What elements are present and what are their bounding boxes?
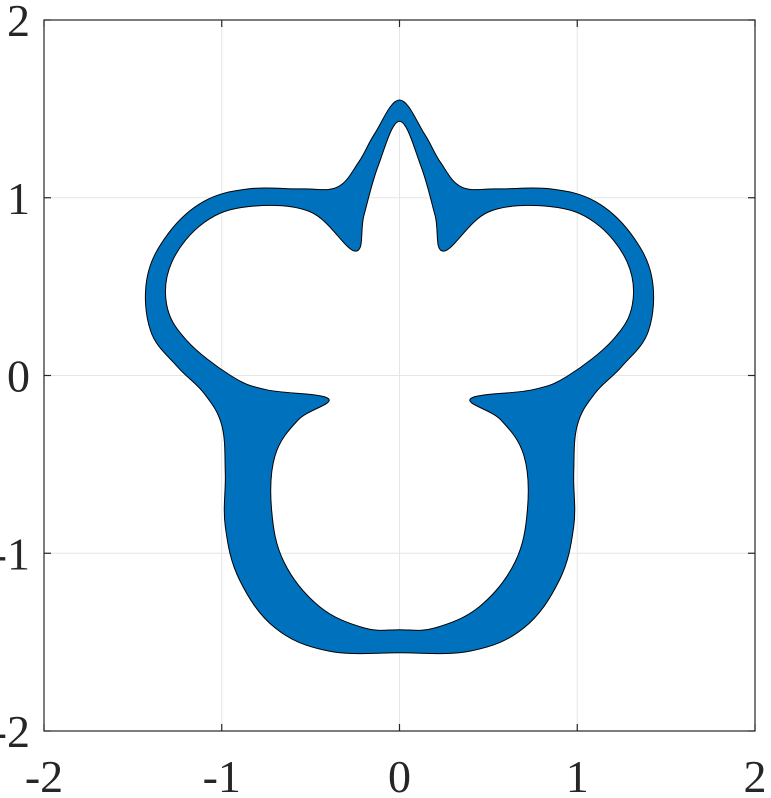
y-tick-label: 1 (7, 173, 30, 224)
x-tick-label: 2 (744, 751, 767, 798)
x-tick-label: 0 (388, 751, 411, 798)
y-tick-label: 0 (7, 351, 30, 402)
y-tick-label: -1 (0, 528, 30, 579)
x-tick-label: 1 (566, 751, 589, 798)
x-tick-label: -1 (203, 751, 241, 798)
y-tick-label: 2 (7, 0, 30, 46)
x-tick-label: -2 (25, 751, 63, 798)
y-tick-label: -2 (0, 706, 30, 757)
